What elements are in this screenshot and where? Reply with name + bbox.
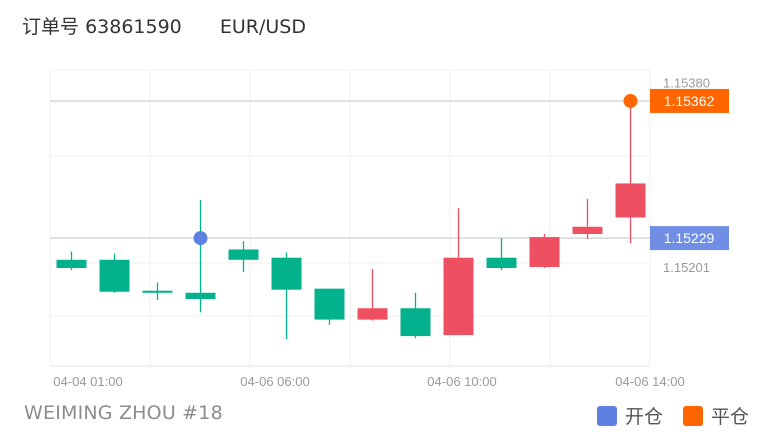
candle-body <box>271 257 302 290</box>
candle-body <box>357 308 388 320</box>
x-tick-label: 04-06 06:00 <box>240 374 309 389</box>
close-marker <box>623 93 638 108</box>
candle-body <box>228 249 259 260</box>
candle-body <box>56 259 87 269</box>
legend-close-swatch <box>682 405 703 426</box>
legend-close: 平仓 <box>682 402 749 429</box>
x-tick-label: 04-06 10:00 <box>427 374 496 389</box>
order-label: 订单号 <box>22 16 80 38</box>
candle-body <box>615 183 646 218</box>
order-header: 订单号 63861590 EUR/USD <box>22 12 306 39</box>
order-number: 63861590 <box>85 16 182 38</box>
legend-open: 开仓 <box>596 402 663 429</box>
y-tick-label: 1.15380 <box>663 75 710 90</box>
candle-body <box>443 257 474 336</box>
candle-body <box>529 237 560 267</box>
x-tick-label: 04-04 01:00 <box>53 374 122 389</box>
open-price-tag-label: 1.15229 <box>664 230 715 246</box>
legend-open-swatch <box>596 405 617 426</box>
close-price-tag-bg <box>650 88 729 113</box>
open-marker <box>193 231 208 246</box>
x-tick-label: 04-06 14:00 <box>615 374 684 389</box>
symbol-label: EUR/USD <box>219 16 306 38</box>
open-price-tag-bg <box>650 226 729 251</box>
y-tick-label: 1.15201 <box>663 260 710 275</box>
chart-legend: 开仓 平仓 <box>577 402 749 429</box>
candle-body <box>400 308 431 337</box>
legend-open-label: 开仓 <box>624 406 663 428</box>
candle-body <box>572 226 603 234</box>
close-price-tag-label: 1.15362 <box>664 93 715 109</box>
legend-close-label: 平仓 <box>710 406 749 428</box>
candle-body <box>314 288 345 320</box>
candle-body <box>142 290 173 293</box>
candle-body <box>185 292 216 299</box>
candle-body <box>486 257 517 269</box>
candle-body <box>99 259 130 292</box>
account-label: WEIMING ZHOU #18 <box>24 402 223 424</box>
